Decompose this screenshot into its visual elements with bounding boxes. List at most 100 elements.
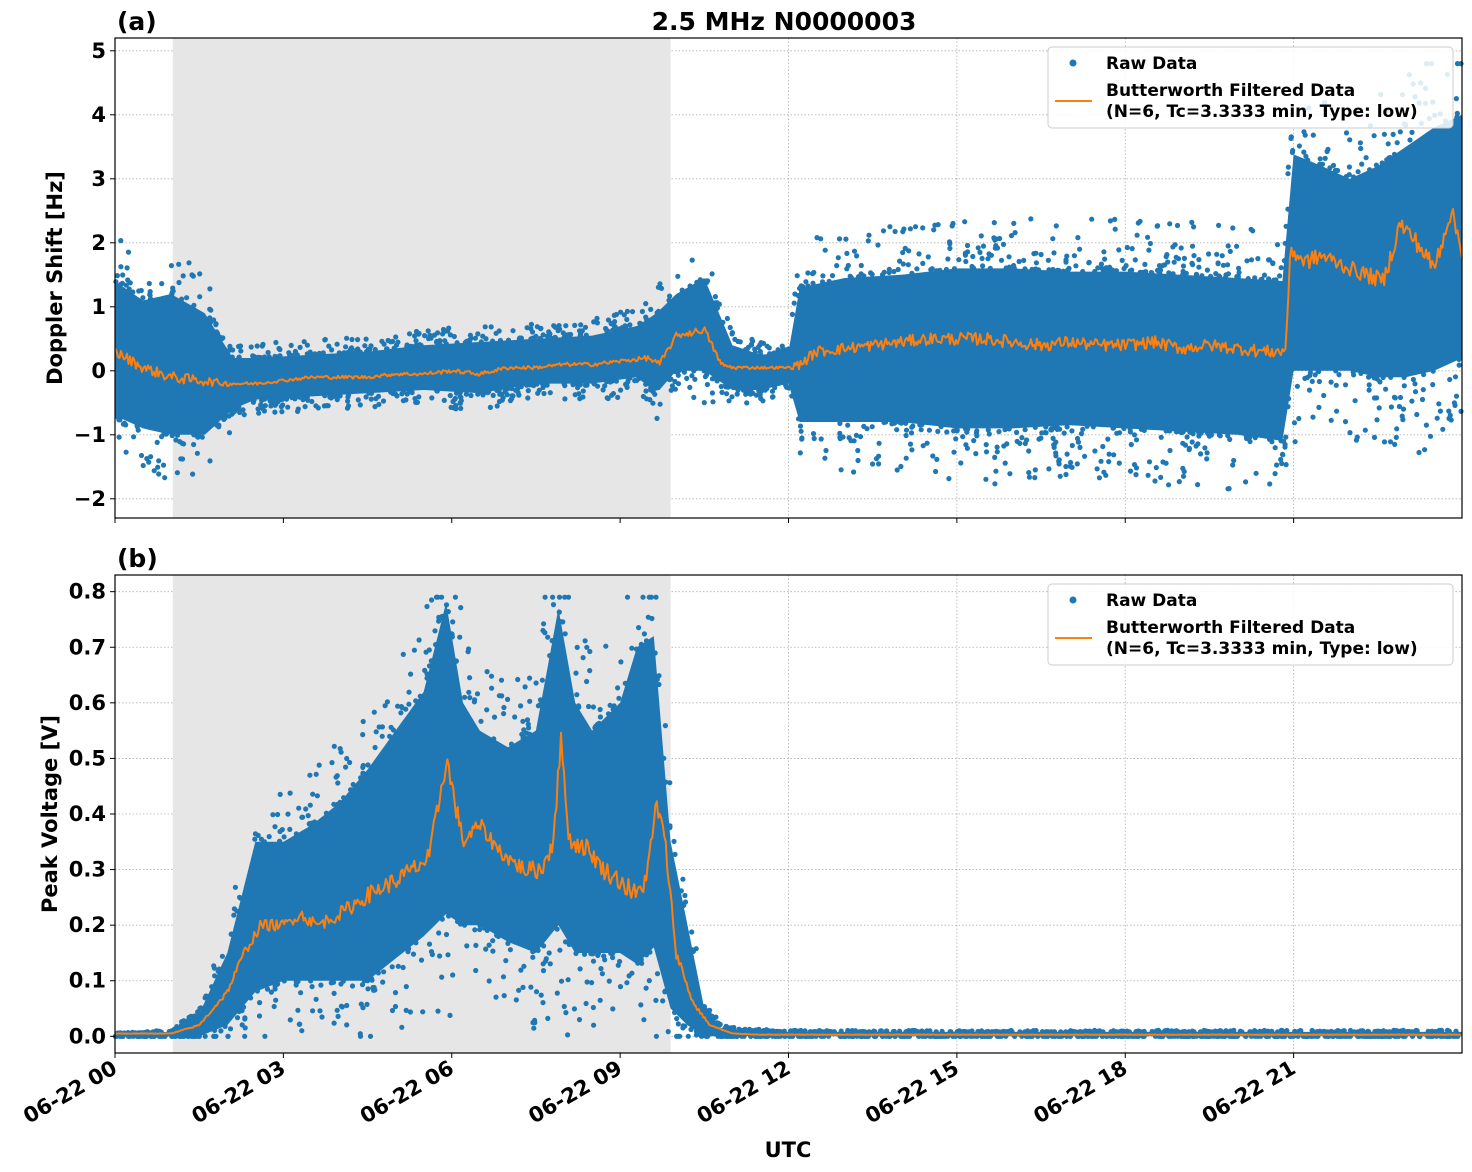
panel-b-raw-point	[466, 689, 472, 695]
panel-b-raw-point	[671, 838, 677, 845]
panel-b-raw-point	[1098, 1029, 1104, 1035]
panel-b-raw-point	[554, 990, 560, 996]
panel-a-raw-point	[1367, 167, 1373, 173]
panel-a-raw-point	[985, 256, 991, 262]
panel-b-raw-point	[473, 942, 479, 949]
panel-a-raw-point	[1351, 174, 1357, 180]
panel-a-raw-point	[930, 453, 936, 459]
panel-a-raw-point	[447, 332, 453, 338]
panel-a-raw-point	[148, 454, 154, 460]
panel-b-raw-point	[1335, 1028, 1341, 1034]
panel-b-raw-point	[331, 1020, 337, 1026]
panel-a-raw-point	[1342, 382, 1349, 388]
panel-a-raw-point	[1050, 236, 1056, 242]
panel-a-raw-point	[1001, 443, 1007, 449]
panel-b-raw-point	[550, 602, 557, 608]
panel-b-raw-point	[587, 668, 593, 674]
panel-b-raw-point	[439, 974, 445, 980]
panel-a-raw-point	[312, 351, 318, 357]
panel-a-raw-point	[1279, 460, 1285, 467]
panel-a-raw-point	[652, 391, 658, 397]
panel-a-raw-point	[993, 236, 999, 242]
panel-b-raw-point	[439, 594, 445, 600]
panel-a-raw-point	[1065, 266, 1071, 273]
panel-a-raw-point	[667, 293, 673, 299]
panel-a-raw-point	[934, 268, 940, 274]
panel-a-raw-point	[613, 311, 620, 318]
panel-a-raw-point	[1390, 131, 1396, 137]
panel-b-raw-point	[449, 634, 455, 640]
panel-a-raw-point	[1008, 233, 1015, 239]
panel-b-raw-point	[398, 710, 404, 716]
panel-b-raw-point	[296, 805, 302, 811]
panel-a-raw-point	[447, 392, 453, 399]
panel-a-raw-point	[742, 387, 748, 393]
panel-b-raw-point	[375, 970, 381, 976]
panel-b-raw-point	[365, 986, 371, 992]
panel-a-raw-point	[168, 263, 174, 269]
panel-b-raw-point	[298, 990, 304, 996]
panel-b-legend-box	[1047, 583, 1454, 666]
panel-a-raw-point	[837, 436, 843, 442]
panel-b-raw-point	[399, 705, 405, 711]
panel-b-raw-point	[689, 929, 695, 935]
panel-b-raw-point	[532, 1020, 538, 1026]
panel-a-raw-point	[618, 309, 624, 315]
panel-a-raw-point	[1354, 434, 1360, 440]
panel-a-raw-point	[605, 317, 612, 323]
panel-a-raw-point	[767, 351, 773, 357]
panel-b-raw-point	[571, 1006, 578, 1012]
panel-a-raw-point	[1067, 463, 1073, 469]
panel-a-raw-point	[1321, 392, 1327, 399]
panel-b-raw-point	[610, 1006, 616, 1012]
panel-a-raw-point	[478, 339, 484, 345]
panel-a-ytick-label: 2	[91, 231, 106, 255]
panel-a-raw-point	[1173, 429, 1179, 435]
panel-a-raw-point	[363, 394, 369, 400]
panel-a-raw-point	[649, 387, 655, 393]
panel-a-raw-point	[297, 344, 303, 350]
panel-a-raw-point	[288, 353, 295, 359]
panel-a-raw-point	[1086, 260, 1092, 266]
panel-b-raw-point	[380, 979, 386, 985]
panel-a-raw-point	[1165, 259, 1171, 265]
panel-a-raw-point	[610, 327, 616, 333]
panel-b-raw-point	[719, 1033, 725, 1039]
panel-a-raw-point	[837, 430, 843, 436]
panel-b-raw-point	[547, 961, 553, 967]
panel-a-raw-point	[179, 456, 186, 462]
panel-b-raw-point	[954, 1029, 960, 1035]
panel-b-raw-point	[316, 762, 322, 768]
panel-a-raw-point	[1007, 471, 1013, 477]
panel-b-raw-point	[586, 703, 592, 710]
panel-a-raw-point	[1247, 434, 1253, 440]
panel-a-raw-point	[1051, 442, 1057, 448]
panel-b-raw-point	[682, 899, 689, 905]
xtick-label: 06-22 15	[861, 1056, 963, 1129]
panel-a-raw-point	[964, 242, 971, 249]
panel-a-raw-point	[288, 342, 294, 348]
panel-a-raw-point	[1248, 257, 1255, 263]
panel-b-ytick-label: 0.3	[69, 858, 106, 882]
panel-a-raw-point	[486, 389, 492, 395]
panel-a-raw-point	[1167, 447, 1173, 454]
panel-b-raw-point	[925, 1029, 932, 1035]
panel-a-raw-point	[222, 415, 228, 421]
panel-a-raw-point	[458, 405, 464, 411]
panel-b-raw-point	[242, 1033, 248, 1039]
panel-a-raw-point	[1049, 427, 1055, 433]
panel-a-raw-point	[983, 449, 990, 455]
panel-a-raw-point	[1133, 437, 1140, 443]
panel-b-ytick-label: 0.1	[69, 969, 106, 993]
panel-b-raw-point	[690, 948, 697, 955]
panel-a-raw-point	[724, 315, 731, 322]
panel-a-raw-point	[1029, 266, 1035, 272]
x-axis-label: UTC	[765, 1138, 812, 1162]
panel-b-raw-point	[871, 1028, 877, 1034]
panel-a-raw-point	[208, 307, 214, 313]
panel-a-raw-point	[1208, 273, 1214, 279]
panel-b-raw-point	[618, 659, 624, 665]
panel-a-raw-point	[835, 255, 841, 261]
panel-b-raw-point	[682, 892, 688, 899]
panel-a-raw-point	[694, 279, 700, 285]
